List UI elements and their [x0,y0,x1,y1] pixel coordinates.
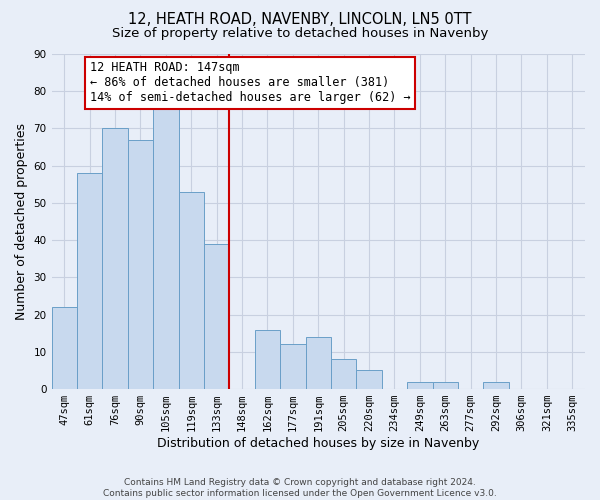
Bar [356,370,382,389]
Text: Size of property relative to detached houses in Navenby: Size of property relative to detached ho… [112,28,488,40]
Bar [255,330,280,389]
Y-axis label: Number of detached properties: Number of detached properties [15,123,28,320]
Text: 12, HEATH ROAD, NAVENBY, LINCOLN, LN5 0TT: 12, HEATH ROAD, NAVENBY, LINCOLN, LN5 0T… [128,12,472,28]
Bar [52,307,77,389]
Bar [103,128,128,389]
Bar [280,344,305,389]
Bar [433,382,458,389]
Bar [153,106,179,389]
X-axis label: Distribution of detached houses by size in Navenby: Distribution of detached houses by size … [157,437,479,450]
Bar [128,140,153,389]
Bar [204,244,229,389]
Bar [305,337,331,389]
Text: 12 HEATH ROAD: 147sqm
← 86% of detached houses are smaller (381)
14% of semi-det: 12 HEATH ROAD: 147sqm ← 86% of detached … [89,62,410,104]
Bar [179,192,204,389]
Text: Contains HM Land Registry data © Crown copyright and database right 2024.
Contai: Contains HM Land Registry data © Crown c… [103,478,497,498]
Bar [484,382,509,389]
Bar [407,382,433,389]
Bar [331,360,356,389]
Bar [77,173,103,389]
